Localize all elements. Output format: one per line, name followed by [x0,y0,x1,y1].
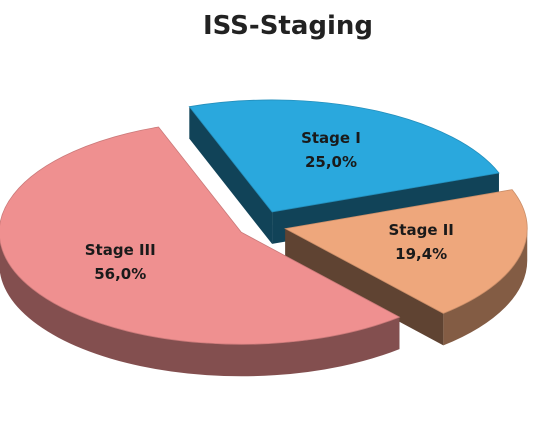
pie: Stage I 25,0% Stage II 19,4% Stage III 56,0% [0,99,528,377]
slice-label: Stage III [85,241,156,259]
slice-label: Stage I [301,129,361,147]
slice-value-label: 25,0% [305,153,357,171]
slice-side [0,240,400,377]
slice-value-label: 19,4% [395,245,447,263]
chart-title: ISS-Staging [203,11,373,41]
slice [284,189,528,314]
slice-side [285,228,444,346]
slice: Stage III 56,0% [0,126,401,377]
slice: Stage II 19,4% [284,189,528,346]
slice-label: Stage II [388,221,453,239]
slice [0,126,401,345]
slice-side [189,106,273,244]
slice-value-label: 56,0% [94,265,146,283]
slice [188,99,500,213]
slice-side [443,228,528,346]
